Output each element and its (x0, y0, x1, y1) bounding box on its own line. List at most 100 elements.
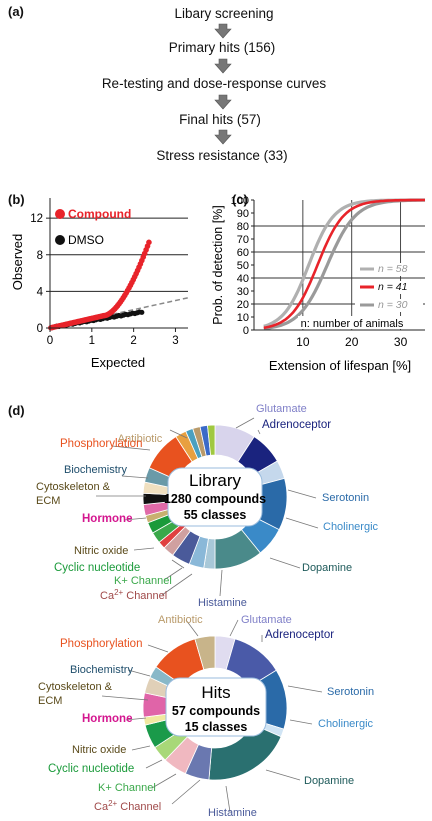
leader-line (287, 489, 317, 499)
donut-charts: Library 1280 compounds 55 classes Antibi… (36, 403, 379, 819)
det-note-bg (298, 316, 420, 329)
library-title: Library (189, 471, 241, 490)
det-ytick-label: 50 (237, 260, 249, 272)
qq-ytick-label: 8 (37, 250, 43, 262)
lib-label-cholinergic: Cholinergic (323, 521, 379, 533)
curve-n41 (263, 198, 425, 330)
qq-xtick-label: 1 (89, 335, 95, 347)
qq-ytick-label: 4 (37, 286, 44, 298)
leader-line (125, 717, 147, 721)
hits-label-glutamate: Glutamate (241, 614, 292, 626)
det-xlabel: Extension of lifespan [%] (269, 358, 411, 373)
lib-label-dopamine: Dopamine (302, 562, 352, 574)
compound-point (146, 239, 152, 246)
det-ytick-label: 60 (237, 247, 249, 259)
hits-label-histamine: Histamine (208, 807, 257, 819)
leader-line (111, 445, 151, 451)
flow-step-1: Libary screening (174, 6, 274, 21)
det-legend-label: n = 58 (378, 263, 408, 275)
flow-step-5: Stress resistance (33) (156, 148, 288, 163)
lib-label-nitric-oxide: Nitric oxide (74, 545, 128, 557)
det-ytick-label: 30 (237, 286, 249, 298)
hits-label-ca: Ca2+ Channel (94, 799, 161, 814)
det-xtick-label: 20 (345, 335, 359, 349)
lib-label-ca: Ca2+ Channel (100, 588, 167, 603)
flow-step-2: Primary hits (156) (168, 40, 276, 55)
slice-misc-8 (207, 424, 216, 456)
qq-xtick-label: 0 (47, 335, 53, 347)
det-ytick-label: 10 (237, 312, 249, 324)
lib-label-adrenoceptor: Adrenoceptor (262, 419, 331, 431)
leader-line (171, 559, 185, 569)
lib-label-phosphorylation: Phosphorylation (60, 438, 142, 450)
leader-line (285, 517, 319, 529)
lib-label-serotonin: Serotonin (322, 492, 369, 504)
lib-label-cytoskeleton: Cytoskeleton & (36, 481, 111, 493)
leader-line (131, 745, 151, 751)
qq-ytick-label: 0 (37, 323, 43, 335)
hits-label-cyclic: Cyclic nucleotide (48, 763, 134, 775)
leader-line (123, 517, 147, 521)
leader-line (151, 773, 177, 789)
lib-label-hormone: Hormone (82, 513, 132, 525)
leader-line (219, 569, 223, 597)
leader-line (121, 475, 149, 479)
leader-line (163, 567, 183, 581)
legend-dmso: DMSO (68, 233, 104, 247)
leader-line (265, 769, 301, 781)
hits-label-antibiotic: Antibiotic (158, 614, 203, 626)
legend-compound-dot (55, 209, 65, 219)
dmso-point (139, 309, 145, 315)
hits-label-phosphorylation: Phosphorylation (60, 638, 142, 650)
library-compounds: 1280 compounds (164, 492, 266, 506)
det-xtick-label: 30 (394, 335, 408, 349)
det-legend-bg (355, 281, 423, 294)
hits-label-serotonin: Serotonin (327, 686, 374, 698)
hits-center-box (165, 677, 267, 737)
hits-label-adrenoceptor: Adrenoceptor (265, 629, 334, 641)
leader-line (289, 719, 313, 725)
flow-step-4: Final hits (57) (179, 112, 261, 127)
hits-label-cholinergic: Cholinergic (318, 718, 374, 730)
qq-xtick-label: 3 (172, 335, 178, 347)
panel-c-label: (c) (232, 192, 248, 207)
hits-label-ecm: ECM (38, 695, 62, 707)
legend-compound: Compound (68, 207, 131, 221)
det-ytick-label: 20 (237, 299, 249, 311)
leader-line (171, 779, 201, 805)
qq-xlabel: Expected (91, 355, 145, 370)
qq-xtick-label: 2 (130, 335, 136, 347)
lib-label-ecm: ECM (36, 495, 60, 507)
leader-line (185, 619, 199, 637)
det-note: n: number of animals (301, 318, 404, 330)
det-legend-label: n = 30 (378, 299, 408, 311)
hits-label-dopamine: Dopamine (304, 775, 354, 787)
library-classes: 55 classes (184, 508, 247, 522)
lib-label-glutamate: Glutamate (256, 403, 307, 415)
qq-ytick-label: 12 (30, 213, 43, 225)
flow-arrow-1 (214, 23, 232, 39)
leader-line (269, 557, 301, 569)
det-ytick-label: 100 (231, 195, 249, 207)
hits-title: Hits (201, 683, 230, 702)
legend-dmso-dot (55, 235, 65, 245)
det-ylabel: Prob. of detection [%] (211, 205, 225, 325)
hits-label-hormone: Hormone (82, 713, 132, 725)
det-ytick-label: 40 (237, 273, 249, 285)
hits-compounds: 57 compounds (172, 704, 260, 718)
det-ytick-label: 90 (237, 208, 249, 220)
hits-label-cytoskeleton: Cytoskeleton & (38, 681, 113, 693)
leader-line (225, 785, 231, 813)
flow-arrow-3 (214, 94, 232, 110)
leader-line (147, 644, 169, 653)
det-xtick-label: 10 (296, 335, 310, 349)
panel-b-label: (b) (8, 192, 25, 207)
qq-ylabel: Observed (10, 234, 25, 290)
leader-line (287, 685, 323, 693)
hits-label-biochemistry: Biochemistry (70, 664, 133, 676)
leader-line (145, 759, 163, 769)
slice-antibiotic (194, 635, 216, 671)
det-ytick-label: 0 (243, 325, 249, 337)
leader-line (133, 547, 155, 551)
